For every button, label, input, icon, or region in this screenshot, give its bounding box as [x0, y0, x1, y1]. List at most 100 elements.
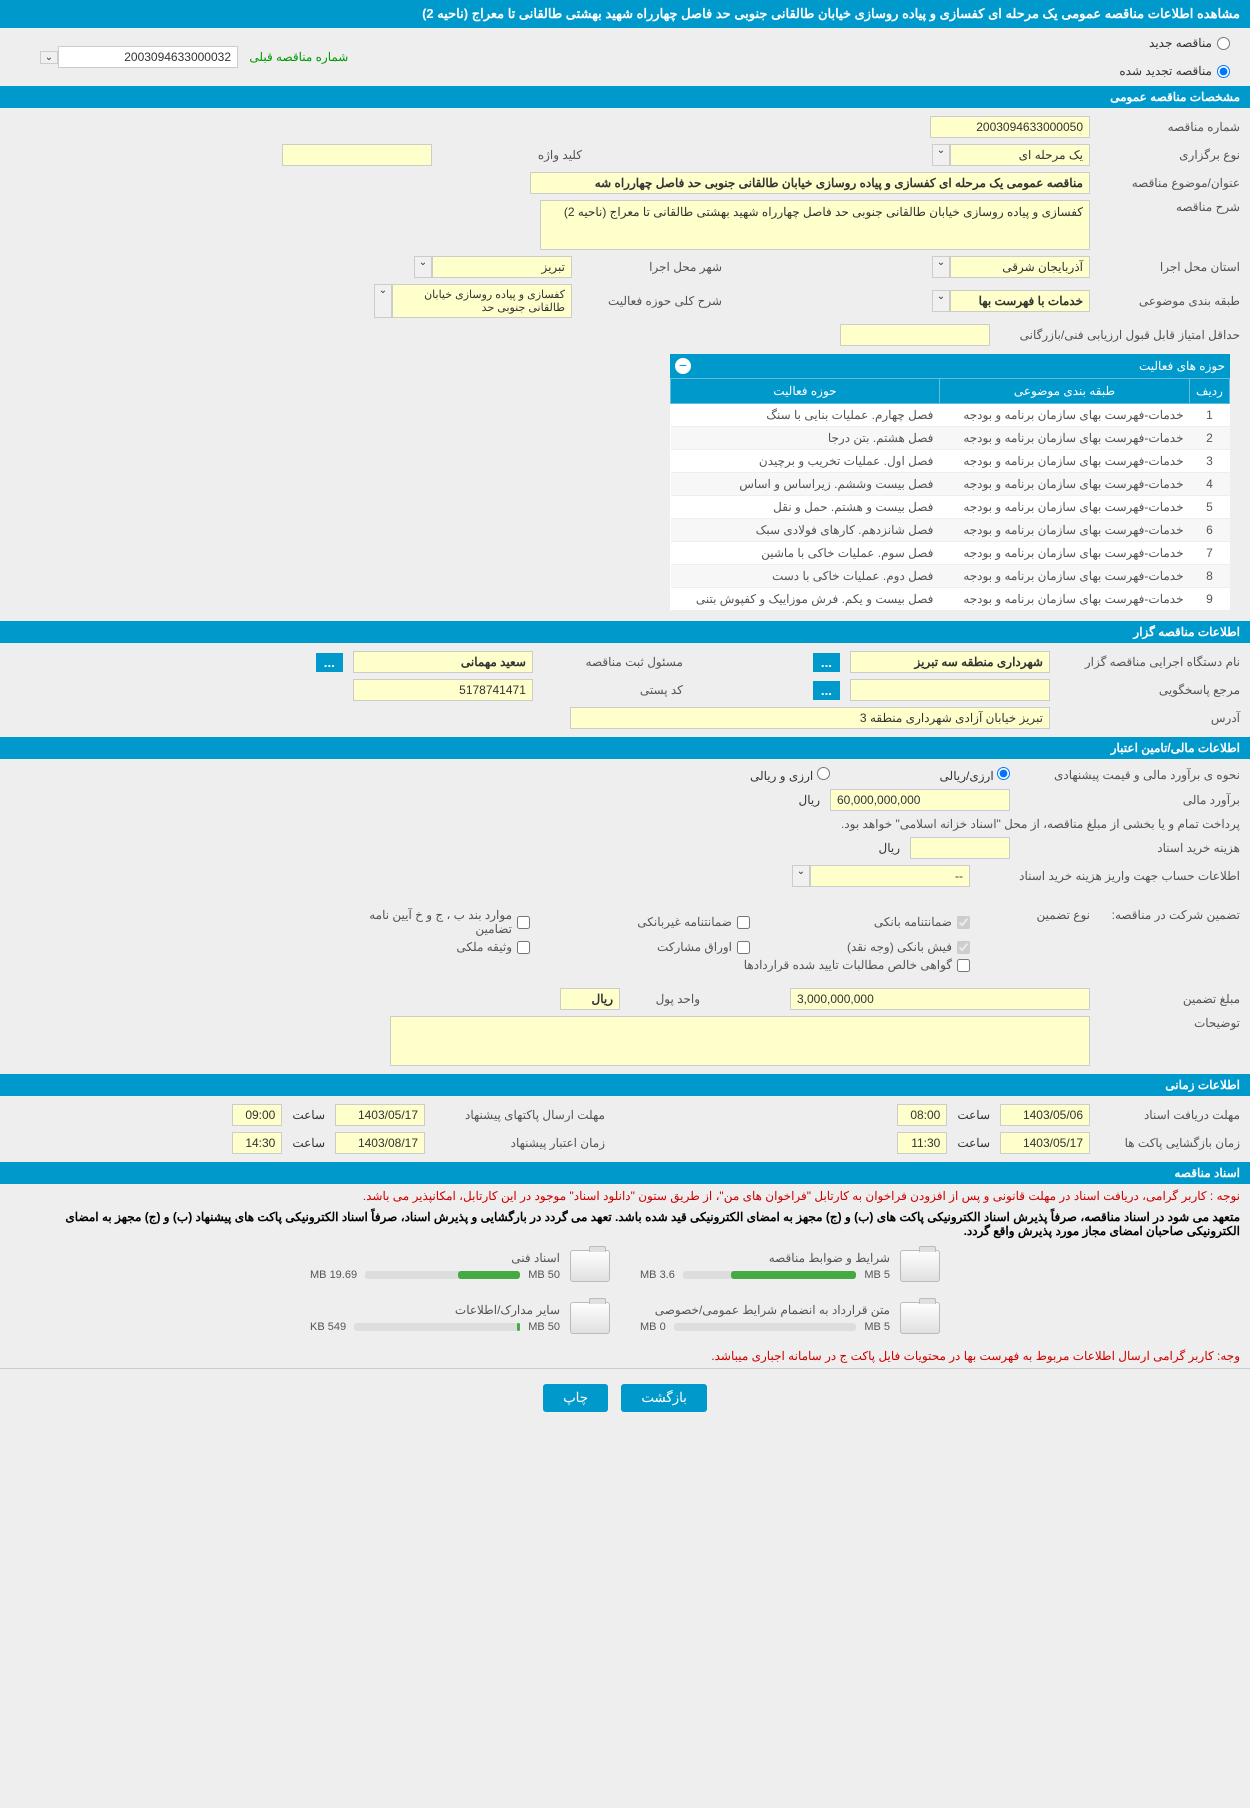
activity-table: ردیف طبقه بندی موضوعی حوزه فعالیت 1خدمات…	[670, 378, 1230, 611]
table-row: 7خدمات-فهرست بهای سازمان برنامه و بودجهف…	[671, 542, 1230, 565]
notes-label: توضیحات	[1100, 1016, 1240, 1030]
notes-field[interactable]	[390, 1016, 1090, 1066]
unit-field: ریال	[560, 988, 620, 1010]
min-score-label: حداقل امتیاز قابل قبول ارزیابی فنی/بازرگ…	[1000, 328, 1240, 342]
city-field[interactable]: تبریز	[432, 256, 572, 278]
doc-item[interactable]: اسناد فنی 50 MB 19.69 MB	[310, 1250, 610, 1282]
scope-label: شرح کلی حوزه فعالیت	[582, 294, 722, 308]
address-field[interactable]: تبریز خیابان آزادی شهرداری منطقه 3	[570, 707, 1050, 729]
receive-time[interactable]: 08:00	[897, 1104, 947, 1126]
estimate-method-label: نحوه ی برآورد مالی و قیمت پیشنهادی	[1020, 768, 1240, 782]
table-row: 5خدمات-فهرست بهای سازمان برنامه و بودجهف…	[671, 496, 1230, 519]
doc-used: 0 MB	[640, 1321, 666, 1333]
doc-total: 5 MB	[864, 1321, 890, 1333]
province-label: استان محل اجرا	[1100, 260, 1240, 274]
receive-label: مهلت دریافت اسناد	[1100, 1108, 1240, 1122]
scope-field[interactable]: کفسازی و پیاده روسازی خیابان طالقانی جنو…	[392, 284, 572, 318]
chk-receivables[interactable]: گواهی خالص مطالبات تایید شده قراردادها	[550, 958, 970, 972]
chevron-down-icon[interactable]: ⌄	[792, 865, 810, 887]
table-row: 1خدمات-فهرست بهای سازمان برنامه و بودجهف…	[671, 404, 1230, 427]
prev-tender-label: شماره مناقصه قبلی	[249, 50, 348, 64]
account-field[interactable]: --	[810, 865, 970, 887]
estimate-label: برآورد مالی	[1020, 793, 1240, 807]
chevron-down-icon[interactable]: ⌄	[374, 284, 392, 318]
send-date[interactable]: 1403/05/17	[335, 1104, 425, 1126]
registrar-lookup-button[interactable]: ...	[316, 653, 343, 672]
radio-renewed-input[interactable]	[1217, 65, 1230, 78]
doc-item[interactable]: سایر مدارک/اطلاعات 50 MB 549 KB	[310, 1302, 610, 1334]
send-time[interactable]: 09:00	[232, 1104, 282, 1126]
doc-cost-label: هزینه خرید اسناد	[1020, 841, 1240, 855]
keyword-label: کلید واژه	[442, 148, 582, 162]
chk-bank[interactable]: ضمانتنامه بانکی	[770, 908, 970, 936]
credit-time[interactable]: 14:30	[232, 1132, 282, 1154]
chk-items[interactable]: موارد بند ب ، ج و خ آیین نامه تضامین	[330, 908, 530, 936]
min-score-field[interactable]	[840, 324, 990, 346]
guarantee-type-label: نوع تضمین	[1010, 908, 1090, 922]
table-row: 2خدمات-فهرست بهای سازمان برنامه و بودجهف…	[671, 427, 1230, 450]
credit-label: زمان اعتبار پیشنهاد	[435, 1136, 605, 1150]
amount-field[interactable]: 3,000,000,000	[790, 988, 1090, 1010]
section-financial: اطلاعات مالی/تامین اعتبار	[0, 737, 1250, 759]
estimate-field[interactable]: 60,000,000,000	[830, 789, 1010, 811]
credit-date[interactable]: 1403/08/17	[335, 1132, 425, 1154]
chk-securities[interactable]: اوراق مشارکت	[550, 940, 750, 954]
postal-field[interactable]: 5178741471	[353, 679, 533, 701]
open-date[interactable]: 1403/05/17	[1000, 1132, 1090, 1154]
responder-lookup-button[interactable]: ...	[813, 681, 840, 700]
activity-table-title: حوزه های فعالیت	[1139, 359, 1225, 373]
section-organizer: اطلاعات مناقصه گزار	[0, 621, 1250, 643]
print-button[interactable]: چاپ	[543, 1384, 608, 1412]
receive-date[interactable]: 1403/05/06	[1000, 1104, 1090, 1126]
desc-field[interactable]: کفسازی و پیاده روسازی خیابان طالقانی جنو…	[540, 200, 1090, 250]
unit-rial-label: ریال	[798, 793, 820, 807]
radio-both[interactable]: ارزی و ریالی	[750, 767, 830, 783]
doc-title: متن قرارداد به انضمام شرایط عمومی/خصوصی	[640, 1303, 890, 1317]
folder-icon	[570, 1302, 610, 1334]
doc-title: اسناد فنی	[310, 1251, 560, 1265]
notice-2: متعهد می شود در اسناد مناقصه، صرفاً پذیر…	[0, 1208, 1250, 1240]
chevron-down-icon[interactable]: ⌄	[414, 256, 432, 278]
responder-field[interactable]	[850, 679, 1050, 701]
category-field[interactable]: خدمات با فهرست بها	[950, 290, 1090, 312]
doc-item[interactable]: متن قرارداد به انضمام شرایط عمومی/خصوصی …	[640, 1302, 940, 1334]
chevron-down-icon[interactable]: ⌄	[932, 256, 950, 278]
th-scope: حوزه فعالیت	[671, 379, 940, 404]
city-label: شهر محل اجرا	[582, 260, 722, 274]
chk-property[interactable]: وثیقه ملکی	[330, 940, 530, 954]
radio-rial[interactable]: ارزی/ریالی	[940, 767, 1010, 783]
registrar-field: سعید مهمانی	[353, 651, 533, 673]
subject-field[interactable]: مناقصه عمومی یک مرحله ای کفسازی و پیاده …	[530, 172, 1090, 194]
type-field[interactable]: یک مرحله ای	[950, 144, 1090, 166]
folder-icon	[570, 1250, 610, 1282]
chk-nonbank[interactable]: ضمانتنامه غیربانکی	[550, 908, 750, 936]
chevron-down-icon[interactable]: ⌄	[932, 290, 950, 312]
registrar-label: مسئول ثبت مناقصه	[543, 655, 683, 669]
doc-title: شرایط و ضوابط مناقصه	[640, 1251, 890, 1265]
unit-label: واحد پول	[630, 992, 700, 1006]
prev-tender-select[interactable]: 2003094633000032	[58, 46, 238, 68]
table-row: 3خدمات-فهرست بهای سازمان برنامه و بودجهف…	[671, 450, 1230, 473]
section-time: اطلاعات زمانی	[0, 1074, 1250, 1096]
hour-label: ساعت	[957, 1108, 990, 1122]
open-time[interactable]: 11:30	[897, 1132, 947, 1154]
th-category: طبقه بندی موضوعی	[939, 379, 1189, 404]
back-button[interactable]: بازگشت	[621, 1384, 707, 1412]
radio-renewed[interactable]: مناقصه تجدید شده	[1119, 64, 1230, 78]
radio-new[interactable]: مناقصه جدید	[1119, 36, 1230, 50]
chk-cash[interactable]: فیش بانکی (وجه نقد)	[770, 940, 970, 954]
org-lookup-button[interactable]: ...	[813, 653, 840, 672]
collapse-icon[interactable]: −	[675, 358, 691, 374]
subject-label: عنوان/موضوع مناقصه	[1100, 176, 1240, 190]
keyword-field[interactable]	[282, 144, 432, 166]
table-row: 4خدمات-فهرست بهای سازمان برنامه و بودجهف…	[671, 473, 1230, 496]
org-field: شهرداری منطقه سه تبریز	[850, 651, 1050, 673]
doc-item[interactable]: شرایط و ضوابط مناقصه 5 MB 3.6 MB	[640, 1250, 940, 1282]
radio-new-input[interactable]	[1217, 37, 1230, 50]
radio-new-label: مناقصه جدید	[1149, 36, 1212, 50]
doc-cost-field[interactable]	[910, 837, 1010, 859]
province-field[interactable]: آذربایجان شرقی	[950, 256, 1090, 278]
page-title: مشاهده اطلاعات مناقصه عمومی یک مرحله ای …	[0, 0, 1250, 28]
chevron-down-icon[interactable]: ⌄	[932, 144, 950, 166]
chevron-down-icon[interactable]: ⌄	[40, 51, 58, 64]
